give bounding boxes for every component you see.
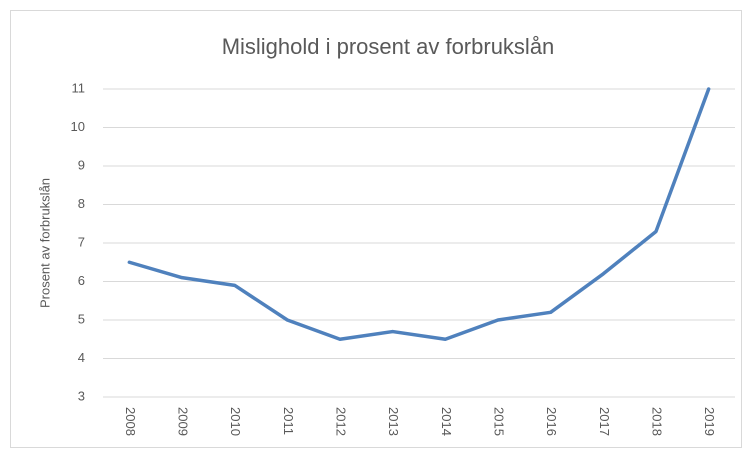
y-axis-label: Prosent av forbrukslån	[37, 178, 52, 308]
x-tick-label: 2011	[281, 407, 296, 435]
x-tick-label: 2019	[702, 407, 717, 436]
x-tick-label: 2016	[544, 407, 559, 436]
x-tick-label: 2012	[334, 407, 349, 436]
chart-border	[10, 10, 742, 448]
y-tick-label: 11	[72, 80, 86, 95]
y-tick-label: 3	[78, 388, 85, 403]
x-tick-label: 2009	[176, 407, 191, 436]
y-tick-label: 6	[78, 273, 85, 288]
x-tick-label: 2010	[228, 407, 243, 436]
y-tick-label: 8	[78, 196, 85, 211]
y-tick-label: 4	[78, 350, 85, 365]
x-tick-label: 2015	[492, 407, 507, 436]
y-tick-label: 9	[78, 157, 85, 172]
chart-title: Mislighold i prosent av forbrukslån	[222, 34, 555, 59]
line	[127, 87, 711, 341]
x-tick-label: 2013	[386, 407, 401, 436]
x-tick-label: 2018	[650, 407, 665, 436]
x-tick-label: 2014	[439, 407, 454, 436]
y-tick-label: 5	[78, 311, 85, 326]
y-tick-label: 10	[71, 119, 85, 134]
y-tick-label: 7	[78, 234, 85, 249]
x-tick-label: 2008	[123, 407, 138, 436]
x-tick-label: 2017	[597, 407, 612, 436]
